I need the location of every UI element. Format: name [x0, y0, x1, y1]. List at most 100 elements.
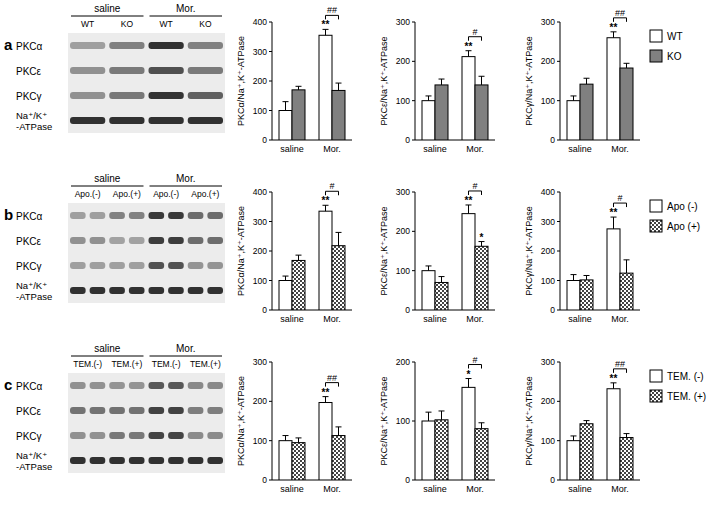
bar-chart: PKCγ/Na⁺,K⁺-ATPase0100200300400salineMor… — [524, 187, 640, 324]
error-line — [586, 78, 587, 84]
error-line — [338, 427, 339, 436]
bar — [580, 424, 593, 480]
y-tick — [412, 480, 415, 481]
y-tick — [269, 81, 272, 82]
bar-chart: PKCε/Na⁺,K⁺-ATPase0100200salineMor.*# — [379, 355, 495, 494]
blot-group-label: saline — [94, 343, 121, 354]
blot-band — [188, 287, 204, 294]
marks — [279, 403, 345, 480]
error-bar — [584, 275, 590, 279]
blot-band — [70, 457, 86, 464]
blot-band — [168, 237, 184, 244]
y-tick — [412, 231, 415, 232]
bar — [332, 436, 345, 480]
error-bar — [296, 438, 302, 443]
y-tick — [412, 61, 415, 62]
blot-band — [90, 287, 106, 294]
blot-lane-label: TEM.(+) — [190, 359, 221, 369]
y-tick-label: 300 — [541, 357, 555, 367]
bar — [607, 38, 620, 140]
y-tick-label: 300 — [253, 47, 267, 57]
comparison-bracket — [614, 203, 627, 207]
x-tick-label: Mor. — [611, 314, 629, 324]
error-line — [441, 411, 442, 420]
error-bar — [571, 96, 577, 101]
error-bar — [283, 436, 289, 441]
legend-swatch — [650, 370, 662, 382]
blot-panel: asalineMor.WTKOWTKOPKCαPKCεPKCγNa⁺/K⁺-AT… — [4, 3, 225, 133]
x-tick-label: saline — [423, 144, 447, 154]
blot-band — [129, 457, 145, 464]
y-tick-label: 0 — [405, 135, 410, 145]
x-tick-label: Mor. — [611, 484, 629, 494]
error-line — [285, 102, 286, 111]
y-tick — [557, 192, 560, 193]
error-cap — [624, 433, 630, 434]
y-tick — [557, 140, 560, 141]
y-tick — [269, 401, 272, 402]
bar — [462, 57, 475, 140]
comparison-bracket — [614, 18, 627, 22]
blot-band — [149, 382, 165, 389]
error-bar — [336, 232, 342, 245]
blot-lane-label: TEM.(-) — [152, 359, 181, 369]
error-bar — [426, 412, 432, 421]
legend-label: Apo (+) — [667, 221, 700, 232]
y-tick — [269, 280, 272, 281]
bar — [620, 68, 633, 140]
blot-band — [207, 432, 223, 439]
error-cap — [584, 420, 590, 421]
legend-label: WT — [667, 31, 683, 42]
y-tick-label: 0 — [262, 475, 267, 485]
blot-background — [68, 33, 225, 133]
blot-band — [207, 382, 223, 389]
error-bar — [439, 79, 445, 85]
error-cap — [479, 422, 485, 423]
error-bars — [426, 379, 485, 429]
blot-band — [70, 92, 105, 99]
error-line — [441, 277, 442, 283]
error-cap — [426, 412, 432, 413]
y-tick-label: 400 — [541, 187, 555, 197]
error-cap — [283, 435, 289, 436]
marks — [567, 38, 633, 140]
y-tick-label: 300 — [253, 217, 267, 227]
legend-label: KO — [667, 51, 682, 62]
blot-band — [109, 432, 125, 439]
blot-band — [70, 212, 86, 219]
x-tick-label: saline — [280, 144, 304, 154]
y-tick — [269, 22, 272, 23]
bar — [475, 85, 488, 140]
error-bar — [283, 276, 289, 280]
bar — [279, 281, 292, 311]
y-tick — [412, 192, 415, 193]
bar — [607, 229, 620, 310]
blot-band — [109, 262, 125, 269]
blot-band — [129, 432, 145, 439]
blot-band — [149, 432, 165, 439]
y-axis-label: PKCγ/Na⁺,K⁺-ATPase — [524, 376, 534, 465]
y-tick-label: 100 — [253, 436, 267, 446]
y-tick-label: 100 — [541, 436, 555, 446]
x-tick-label: Mor. — [611, 144, 629, 154]
error-line — [428, 96, 429, 101]
error-line — [285, 276, 286, 280]
error-bars — [283, 397, 342, 443]
y-tick — [269, 480, 272, 481]
error-line — [298, 438, 299, 443]
comparison-label: ## — [327, 5, 337, 15]
error-cap — [439, 276, 445, 277]
x-tick-label: Mor. — [323, 144, 341, 154]
error-bars — [426, 205, 485, 282]
bar — [292, 443, 305, 480]
x-tick-label: Mor. — [466, 144, 484, 154]
blot-band — [90, 382, 106, 389]
x-tick-label: Mor. — [466, 314, 484, 324]
x-tick-label: Mor. — [323, 314, 341, 324]
y-tick-label: 300 — [396, 17, 410, 27]
comparison-label: # — [472, 355, 477, 365]
blot-band — [149, 42, 184, 49]
blot-lane-label: TEM.(+) — [111, 359, 142, 369]
blot-band — [129, 407, 145, 414]
blot-band — [149, 407, 165, 414]
